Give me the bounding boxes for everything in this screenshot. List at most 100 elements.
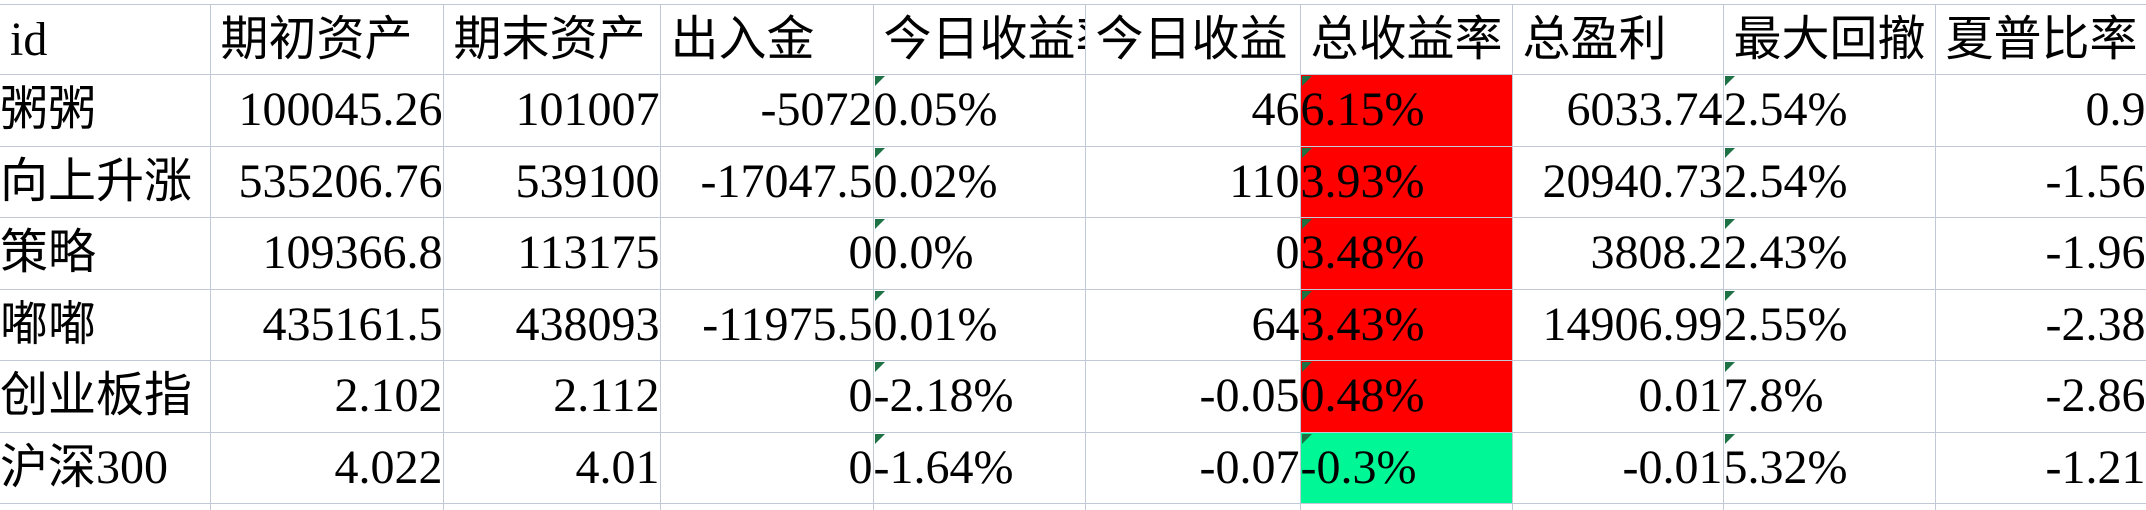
cell-sharpe-ratio[interactable]: -2.38 xyxy=(1934,288,2146,361)
cell-final-assets[interactable]: 438093 xyxy=(442,288,661,361)
cell-today-return[interactable]: 0 xyxy=(1084,217,1301,290)
cell-final-assets[interactable]: 101007 xyxy=(442,74,661,147)
cell-empty[interactable] xyxy=(1934,503,2146,510)
cell-today-return[interactable]: 64 xyxy=(1084,288,1301,361)
cell-cash-flow[interactable]: 0 xyxy=(659,360,874,433)
cell-final-assets[interactable]: 539100 xyxy=(442,145,661,218)
cell-value: -1.64% xyxy=(873,440,1014,494)
cell-total-profit[interactable]: 3808.2 xyxy=(1511,217,1724,290)
header-sharpe-ratio[interactable]: 夏普比率 xyxy=(1934,4,2146,75)
cell-cash-flow[interactable]: 0 xyxy=(659,217,874,290)
cell-id[interactable]: 嘟嘟 xyxy=(0,288,211,361)
cell-max-drawdown[interactable]: 7.8% xyxy=(1722,360,1936,433)
cell-sharpe-ratio[interactable]: -1.21 xyxy=(1934,431,2146,504)
stored-as-text-flag-icon xyxy=(1301,290,1312,301)
cell-total-return-rate[interactable]: 3.93% xyxy=(1299,145,1513,218)
cell-final-assets[interactable]: 2.112 xyxy=(442,360,661,433)
cell-initial-assets[interactable]: 100045.26 xyxy=(209,74,444,147)
cell-today-return-rate[interactable]: 0.02% xyxy=(872,145,1086,218)
cell-initial-assets[interactable]: 109366.8 xyxy=(209,217,444,290)
header-id[interactable]: id xyxy=(0,4,211,75)
cell-final-assets[interactable]: 4.01 xyxy=(442,431,661,504)
cell-today-return-rate[interactable]: -1.64% xyxy=(872,431,1086,504)
cell-empty[interactable] xyxy=(0,503,211,510)
cell-total-profit[interactable]: 0.01 xyxy=(1511,360,1724,433)
cell-total-profit[interactable]: -0.01 xyxy=(1511,431,1724,504)
cell-empty[interactable] xyxy=(1299,503,1513,510)
cell-cash-flow[interactable]: 0 xyxy=(659,431,874,504)
cell-today-return-rate[interactable]: 0.01% xyxy=(872,288,1086,361)
cell-id[interactable]: 粥粥 xyxy=(0,74,211,147)
cell-sharpe-ratio[interactable]: -1.96 xyxy=(1934,217,2146,290)
cell-sharpe-ratio[interactable]: -1.56 xyxy=(1934,145,2146,218)
cell-total-profit[interactable]: 6033.74 xyxy=(1511,74,1724,147)
stored-as-text-flag-icon xyxy=(1301,147,1312,158)
cell-today-return[interactable]: -0.07 xyxy=(1084,431,1301,504)
cell-id[interactable]: 策略 xyxy=(0,217,211,290)
stored-as-text-flag-icon xyxy=(1724,219,1735,229)
cell-total-return-rate[interactable]: 3.43% xyxy=(1299,288,1513,361)
cell-cash-flow[interactable]: -5072 xyxy=(659,74,874,147)
cell-value: 7.8% xyxy=(1723,369,1824,423)
cell-total-return-rate[interactable]: 3.48% xyxy=(1299,217,1513,290)
cell-initial-assets[interactable]: 435161.5 xyxy=(209,288,444,361)
table-row: 创业板指 2.102 2.112 0 -2.18% -0.05 0.48% 0.… xyxy=(0,360,2146,433)
cell-max-drawdown[interactable]: 2.54% xyxy=(1722,74,1936,147)
cell-empty[interactable] xyxy=(442,503,661,510)
cell-id[interactable]: 向上升涨 xyxy=(0,145,211,218)
cell-total-return-rate[interactable]: -0.3% xyxy=(1299,431,1513,504)
header-max-drawdown[interactable]: 最大回撤 xyxy=(1722,4,1936,75)
header-final-assets[interactable]: 期末资产 xyxy=(442,4,661,75)
cell-empty[interactable] xyxy=(1511,503,1724,510)
cell-value: 6.15% xyxy=(1300,83,1425,137)
cell-total-return-rate[interactable]: 0.48% xyxy=(1299,360,1513,433)
cell-initial-assets[interactable]: 4.022 xyxy=(209,431,444,504)
stored-as-text-flag-icon xyxy=(1724,147,1735,158)
stored-as-text-flag-icon xyxy=(1301,76,1312,86)
stored-as-text-flag-icon xyxy=(1724,290,1735,301)
cell-today-return[interactable]: -0.05 xyxy=(1084,360,1301,433)
header-cash-flow[interactable]: 出入金 xyxy=(659,4,874,75)
cell-cash-flow[interactable]: -11975.5 xyxy=(659,288,874,361)
cell-today-return-rate[interactable]: -2.18% xyxy=(872,360,1086,433)
cell-sharpe-ratio[interactable]: 0.9 xyxy=(1934,74,2146,147)
cell-total-profit[interactable]: 20940.73 xyxy=(1511,145,1724,218)
cell-value: -0.3% xyxy=(1300,440,1417,494)
cell-value: 2.55% xyxy=(1723,297,1848,351)
header-initial-assets[interactable]: 期初资产 xyxy=(209,4,444,75)
cell-sharpe-ratio[interactable]: -2.86 xyxy=(1934,360,2146,433)
header-total-profit[interactable]: 总盈利 xyxy=(1511,4,1724,75)
cell-today-return[interactable]: 110 xyxy=(1084,145,1301,218)
stored-as-text-flag-icon xyxy=(874,76,885,86)
cell-total-return-rate[interactable]: 6.15% xyxy=(1299,74,1513,147)
cell-value: 3.43% xyxy=(1300,297,1425,351)
cell-id[interactable]: 沪深300 xyxy=(0,431,211,504)
stored-as-text-flag-icon xyxy=(874,433,885,444)
cell-empty[interactable] xyxy=(209,503,444,510)
cell-max-drawdown[interactable]: 2.55% xyxy=(1722,288,1936,361)
cell-max-drawdown[interactable]: 2.43% xyxy=(1722,217,1936,290)
header-today-return-rate[interactable]: 今日收益率 xyxy=(872,4,1086,75)
cell-total-profit[interactable]: 14906.99 xyxy=(1511,288,1724,361)
header-today-return[interactable]: 今日收益 xyxy=(1084,4,1301,75)
cell-today-return-rate[interactable]: 0.05% xyxy=(872,74,1086,147)
cell-max-drawdown[interactable]: 5.32% xyxy=(1722,431,1936,504)
cell-today-return[interactable]: 46 xyxy=(1084,74,1301,147)
cell-id[interactable]: 创业板指 xyxy=(0,360,211,433)
cell-initial-assets[interactable]: 2.102 xyxy=(209,360,444,433)
cell-today-return-rate[interactable]: 0.0% xyxy=(872,217,1086,290)
cell-empty[interactable] xyxy=(1722,503,1936,510)
cell-final-assets[interactable]: 113175 xyxy=(442,217,661,290)
cell-initial-assets[interactable]: 535206.76 xyxy=(209,145,444,218)
cell-max-drawdown[interactable]: 2.54% xyxy=(1722,145,1936,218)
cell-cash-flow[interactable]: -17047.5 xyxy=(659,145,874,218)
header-total-return-rate[interactable]: 总收益率 xyxy=(1299,4,1513,75)
cell-empty[interactable] xyxy=(659,503,874,510)
cell-empty[interactable] xyxy=(872,503,1086,510)
cell-value: 2.54% xyxy=(1723,154,1848,208)
cell-value: -2.18% xyxy=(873,369,1014,423)
table-row: 粥粥 100045.26 101007 -5072 0.05% 46 6.15%… xyxy=(0,74,2146,147)
cell-empty[interactable] xyxy=(1084,503,1301,510)
cell-value: 2.43% xyxy=(1723,226,1848,280)
